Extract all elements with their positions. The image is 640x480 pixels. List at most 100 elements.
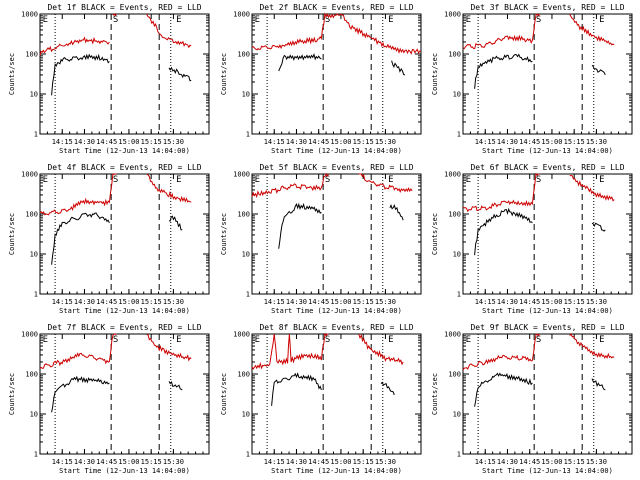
y-tick-label: 100	[25, 51, 38, 59]
event-marker-letter: E	[466, 175, 471, 185]
events-line	[271, 372, 322, 406]
lld-line	[39, 173, 117, 216]
panel-title: Det 2f BLACK = Events, RED = LLD	[259, 3, 413, 12]
x-axis-label: Start Time (12-Jun-13 14:04:00)	[271, 467, 402, 475]
lld-line	[146, 173, 192, 203]
lld-line	[358, 333, 404, 366]
x-tick-label: 14:30	[74, 458, 95, 466]
y-tick-label: 100	[237, 51, 250, 59]
events-line	[51, 53, 110, 96]
y-tick-label: 10	[453, 91, 461, 99]
y-tick-label: 10	[30, 91, 38, 99]
events-line	[591, 64, 606, 76]
y-tick-label: 100	[25, 211, 38, 219]
x-tick-label: 14:45	[308, 138, 329, 146]
event-marker-letter: S	[536, 335, 541, 345]
plot-frame	[462, 333, 633, 455]
plot-frame	[251, 173, 422, 295]
x-tick-label: 14:45	[96, 458, 117, 466]
plot-frame	[39, 173, 210, 295]
panel-det-5: Det 5f BLACK = Events, RED = LLD 1 10 100 10…	[220, 163, 422, 315]
y-tick-label: 1	[457, 451, 461, 459]
events-line	[51, 212, 110, 265]
x-tick-label: 15:30	[375, 298, 396, 306]
event-marker-letter: E	[388, 175, 393, 185]
y-tick-label: 100	[448, 371, 461, 379]
lld-line	[462, 13, 540, 50]
panel-title: Det 6f BLACK = Events, RED = LLD	[470, 163, 624, 172]
y-tick-label: 1	[34, 291, 38, 299]
lld-line	[39, 36, 110, 56]
x-tick-label: 15:15	[141, 298, 162, 306]
y-tick-label: 1000	[21, 171, 38, 179]
event-marker-letter: S	[113, 175, 118, 185]
lld-line	[462, 333, 540, 371]
x-tick-label: 15:00	[541, 298, 562, 306]
x-tick-label: 15:30	[163, 298, 184, 306]
x-axis-label: Start Time (12-Jun-13 14:04:00)	[59, 307, 190, 315]
y-tick-label: 1000	[444, 331, 461, 339]
x-tick-label: 14:15	[264, 458, 285, 466]
event-marker-letter: E	[466, 15, 471, 25]
x-tick-label: 14:45	[519, 458, 540, 466]
y-tick-label: 10	[242, 251, 250, 259]
event-marker-letter: E	[43, 15, 48, 25]
plot-frame	[251, 333, 422, 455]
event-marker-letter: E	[43, 335, 48, 345]
y-tick-label: 1	[457, 131, 461, 139]
plot-frame	[462, 13, 633, 135]
x-tick-label: 15:30	[586, 458, 607, 466]
x-tick-label: 14:45	[308, 458, 329, 466]
lld-line	[251, 332, 329, 370]
events-line	[168, 215, 183, 231]
x-tick-label: 15:00	[330, 458, 351, 466]
y-axis-label: Counts/sec	[431, 373, 439, 415]
y-tick-label: 1	[246, 131, 250, 139]
panel-det-6: Det 6f BLACK = Events, RED = LLD 1 10 100 10…	[431, 163, 633, 315]
y-tick-label: 10	[453, 251, 461, 259]
x-tick-label: 15:15	[564, 298, 585, 306]
x-axis-label: Start Time (12-Jun-13 14:04:00)	[59, 147, 190, 155]
panel-det-4: Det 4f BLACK = Events, RED = LLD 1 10 100 10…	[8, 163, 210, 315]
event-marker-letter: S	[536, 175, 541, 185]
panel-det-8: Det 8f BLACK = Events, RED = LLD 1 10 100 10…	[220, 323, 422, 475]
x-tick-label: 15:30	[586, 138, 607, 146]
event-marker-letter: E	[599, 175, 604, 185]
y-tick-label: 10	[242, 91, 250, 99]
x-tick-label: 14:15	[52, 458, 73, 466]
lld-line	[569, 13, 615, 46]
x-tick-label: 14:30	[74, 138, 95, 146]
x-tick-label: 15:15	[141, 138, 162, 146]
x-tick-label: 15:30	[163, 458, 184, 466]
events-line	[591, 222, 606, 232]
x-tick-label: 14:45	[96, 298, 117, 306]
y-tick-label: 1	[34, 451, 38, 459]
event-marker-letter: S	[536, 15, 541, 25]
lld-line	[462, 172, 540, 213]
y-tick-label: 1000	[233, 331, 250, 339]
panel-title: Det 9f BLACK = Events, RED = LLD	[470, 323, 624, 332]
x-tick-label: 15:15	[141, 458, 162, 466]
x-tick-label: 14:15	[475, 138, 496, 146]
event-marker-letter: E	[599, 15, 604, 25]
panel-title: Det 7f BLACK = Events, RED = LLD	[47, 323, 201, 332]
panel-det-3: Det 3f BLACK = Events, RED = LLD 1 10 100 10…	[431, 3, 633, 155]
panel-det-9: Det 9f BLACK = Events, RED = LLD 1 10 100 10…	[431, 323, 633, 475]
x-axis-label: Start Time (12-Jun-13 14:04:00)	[271, 147, 402, 155]
x-tick-label: 15:15	[353, 298, 374, 306]
y-axis-label: Counts/sec	[8, 53, 16, 95]
x-tick-label: 14:15	[52, 298, 73, 306]
event-marker-letter: S	[325, 175, 330, 185]
event-marker-letter: E	[599, 335, 604, 345]
lld-line	[569, 333, 615, 359]
event-marker-letter: E	[388, 335, 393, 345]
event-marker-letter: E	[43, 175, 48, 185]
events-line	[591, 378, 606, 391]
lld-line	[251, 12, 422, 55]
y-tick-label: 1	[246, 451, 250, 459]
events-line	[168, 66, 192, 82]
x-tick-label: 14:45	[519, 298, 540, 306]
x-tick-label: 15:00	[541, 458, 562, 466]
x-tick-label: 15:00	[330, 138, 351, 146]
x-tick-label: 15:15	[564, 138, 585, 146]
